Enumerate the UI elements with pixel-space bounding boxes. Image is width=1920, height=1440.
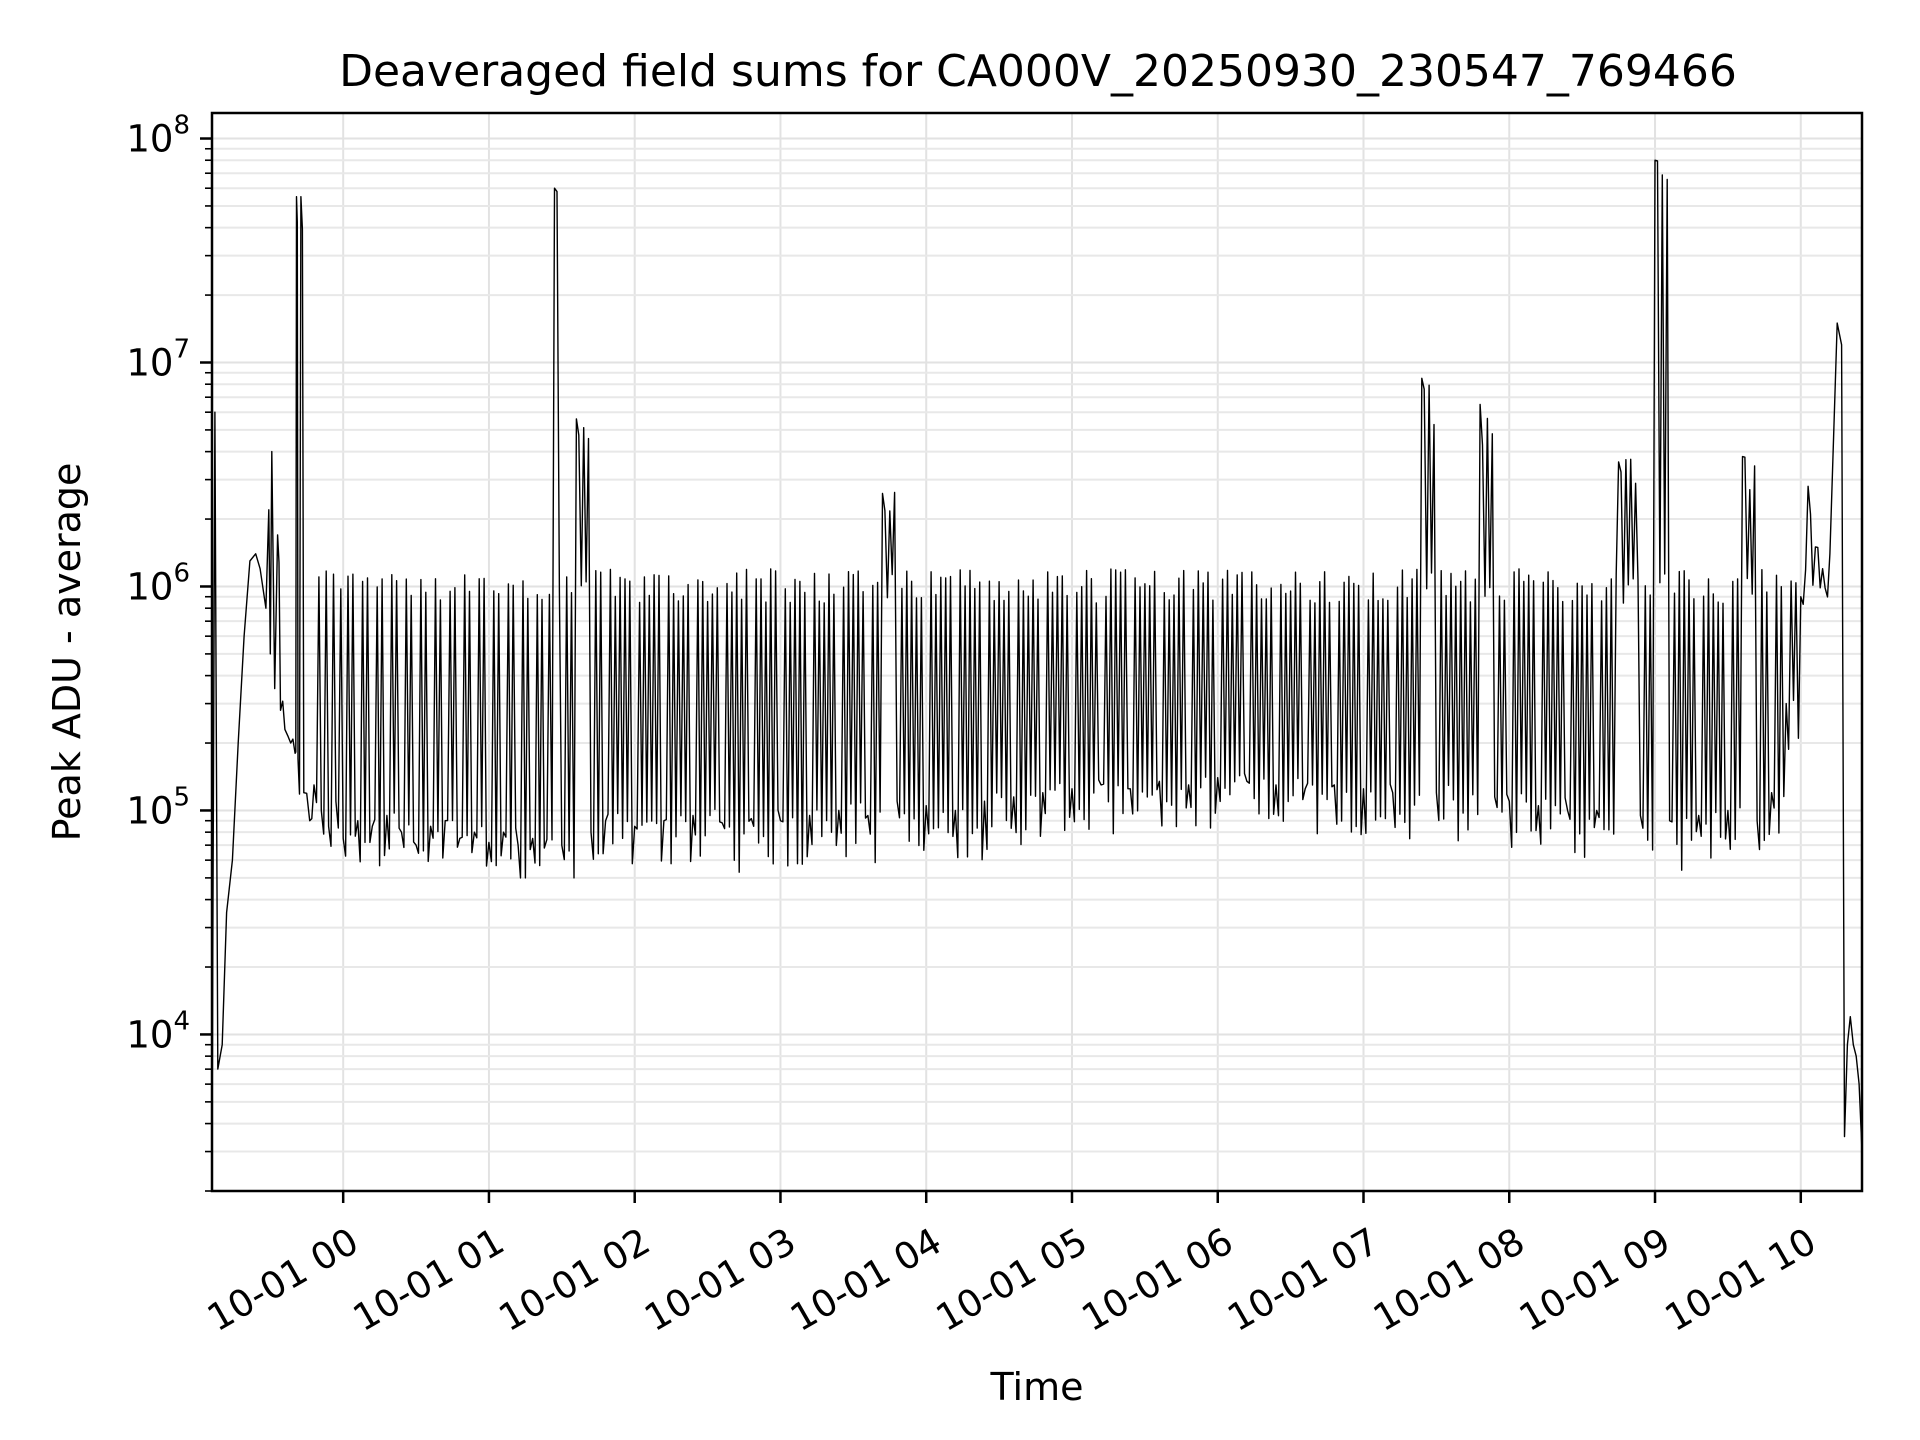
x-tick-label: 10-01 04 — [783, 1220, 949, 1340]
y-tick-base: 10 — [126, 118, 173, 161]
chart-title: Deaveraged field sums for CA000V_2025093… — [339, 46, 1737, 97]
x-tick-label: 10-01 06 — [1075, 1220, 1241, 1340]
y-tick-base: 10 — [126, 789, 173, 832]
y-tick-exponent: 8 — [173, 111, 190, 141]
y-tick-label: 104 — [126, 1006, 190, 1056]
y-tick-label: 107 — [126, 335, 190, 385]
y-tick-label: 108 — [126, 111, 190, 161]
y-tick-base: 10 — [126, 565, 173, 608]
x-tick-label: 10-01 10 — [1658, 1220, 1824, 1340]
y-tick-label: 105 — [126, 782, 190, 832]
x-tick-label: 10-01 01 — [346, 1220, 512, 1340]
y-tick-label: 106 — [126, 558, 190, 608]
y-tick-exponent: 4 — [173, 1006, 190, 1036]
x-tick-label: 10-01 05 — [929, 1220, 1095, 1340]
y-tick-exponent: 5 — [173, 782, 190, 812]
x-tick-label: 10-01 09 — [1512, 1220, 1678, 1340]
y-tick-exponent: 6 — [173, 558, 190, 588]
x-tick-label: 10-01 02 — [492, 1220, 658, 1340]
y-tick-base: 10 — [126, 342, 173, 385]
series-layer — [211, 159, 1863, 1159]
x-tick-label: 10-01 07 — [1220, 1220, 1386, 1340]
plot-frame — [210, 111, 1864, 1193]
x-tick-label: 10-01 03 — [637, 1220, 803, 1340]
x-axis-label: Time — [990, 1365, 1084, 1409]
data-series-line — [211, 159, 1863, 1159]
x-tick-label: 10-01 08 — [1366, 1220, 1532, 1340]
x-tick-label: 10-01 00 — [200, 1220, 366, 1340]
y-axis-label: Peak ADU - average — [45, 463, 89, 842]
y-tick-exponent: 7 — [173, 335, 190, 365]
y-tick-base: 10 — [126, 1013, 173, 1056]
